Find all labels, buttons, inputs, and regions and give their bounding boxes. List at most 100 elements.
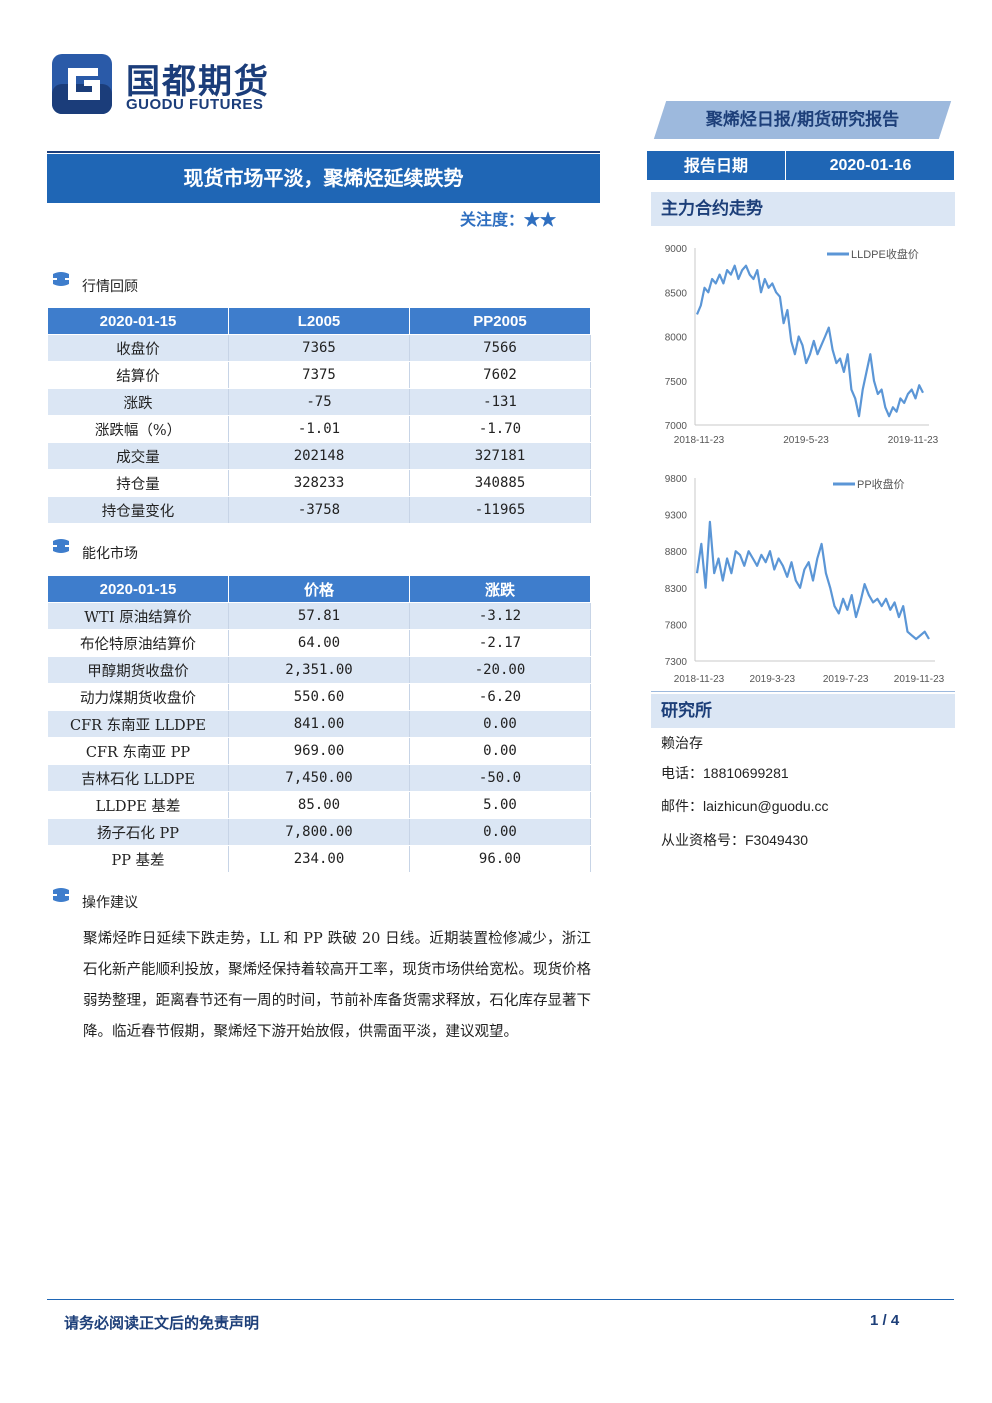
change-value: -20.00	[409, 656, 591, 684]
report-title: 现货市场平淡，聚烯烃延续跌势	[183, 166, 464, 190]
report-date-label: 报告日期	[647, 151, 786, 180]
pp2005-value: 7602	[409, 361, 591, 389]
y-tick-label: 9800	[665, 474, 688, 485]
row-label: 持仓量	[47, 469, 229, 497]
price-value: 234.00	[228, 845, 410, 873]
price-value: 7,450.00	[228, 764, 410, 792]
table-header-cell: 涨跌	[409, 575, 591, 603]
l2005-value: -3758	[228, 496, 410, 524]
row-label: PP 基差	[47, 845, 229, 873]
phone-line: 电话：18810699281	[661, 763, 789, 783]
row-label: 动力煤期货收盘价	[47, 683, 229, 711]
row-label: 布伦特原油结算价	[47, 629, 229, 657]
change-value: -3.12	[409, 602, 591, 630]
table-row: 扬子石化 PP 7,800.00 0.00	[47, 818, 591, 846]
table-row: 涨跌幅（%） -1.01 -1.70	[47, 415, 591, 443]
table-row: 涨跌 -75 -131	[47, 388, 591, 416]
y-tick-label: 7300	[665, 657, 688, 668]
table-row: 收盘价 7365 7566	[47, 334, 591, 362]
pp-price-chart: 7300 7800 8300 8800 9300 9800 2018-11-23 2019-3…	[665, 474, 945, 685]
x-tick-label: 2019-11-23	[894, 674, 945, 685]
l2005-value: 7365	[228, 334, 410, 362]
table-row: 持仓量变化 -3758 -11965	[47, 496, 591, 524]
legend-label: PP收盘价	[857, 477, 905, 491]
table-header-cell: PP2005	[409, 307, 591, 335]
table-row: LLDPE 基差 85.00 5.00	[47, 791, 591, 819]
y-tick-label: 8000	[665, 333, 688, 344]
table-row: 持仓量 328233 340885	[47, 469, 591, 497]
phone-number: 18810699281	[703, 765, 789, 781]
price-value: 2,351.00	[228, 656, 410, 684]
table-row: 结算价 7375 7602	[47, 361, 591, 389]
logo-english-name: GUODU FUTURES	[126, 96, 264, 113]
pp2005-value: 327181	[409, 442, 591, 470]
section-title-market-review: 行情回顾	[82, 279, 138, 295]
section-title-advice: 操作建议	[82, 895, 138, 911]
license-line: 从业资格号：F3049430	[661, 830, 808, 850]
report-date-row: 报告日期 2020-01-16	[647, 151, 954, 180]
l2005-value: 328233	[228, 469, 410, 497]
row-label: 成交量	[47, 442, 229, 470]
table-row: 布伦特原油结算价 64.00 -2.17	[47, 629, 591, 657]
row-label: 持仓量变化	[47, 496, 229, 524]
chart-divider	[651, 691, 955, 692]
y-tick-label: 8800	[665, 547, 688, 558]
guodu-logo-icon	[52, 54, 112, 114]
change-value: 0.00	[409, 710, 591, 738]
research-section-title: 研究所	[661, 701, 712, 721]
table-row: CFR 东南亚 PP 969.00 0.00	[47, 737, 591, 765]
lldpe-price-chart: 7000 7500 8000 8500 9000 2018-11-23 2019-5-23 2…	[665, 244, 939, 446]
section-title-energy-market: 能化市场	[82, 546, 138, 562]
row-label: 结算价	[47, 361, 229, 389]
change-value: -2.17	[409, 629, 591, 657]
y-tick-label: 9300	[665, 511, 688, 522]
table-row: WTI 原油结算价 57.81 -3.12	[47, 602, 591, 630]
energy-market-table: 2020-01-15 价格 涨跌 WTI 原油结算价 57.81 -3.12 布伦特…	[47, 575, 591, 873]
change-value: -50.0	[409, 764, 591, 792]
section-bullet-icon	[53, 272, 69, 286]
pp2005-value: -131	[409, 388, 591, 416]
y-tick-label: 9000	[665, 244, 688, 255]
logo-chinese-name: 国都期货	[126, 62, 270, 102]
email-link[interactable]: laizhicun@guodu.cc	[703, 798, 829, 814]
change-value: 96.00	[409, 845, 591, 873]
row-label: CFR 东南亚 LLDPE	[47, 710, 229, 738]
attention-rating: 关注度：★★	[460, 206, 556, 230]
attention-label: 关注度：	[460, 210, 525, 229]
report-type: 聚烯烃日报/期货研究报告	[705, 110, 900, 130]
section-bullet-icon	[53, 539, 69, 553]
research-section-header: 研究所	[651, 694, 955, 728]
phone-label: 电话：	[661, 766, 703, 782]
disclaimer-note[interactable]: 请务必阅读正文后的免责声明	[64, 1314, 260, 1332]
table-header-cell: 2020-01-15	[47, 575, 229, 603]
l2005-value: -1.01	[228, 415, 410, 443]
title-banner: 现货市场平淡，聚烯烃延续跌势	[47, 154, 600, 203]
y-tick-label: 7500	[665, 377, 688, 388]
row-label: CFR 东南亚 PP	[47, 737, 229, 765]
row-label: WTI 原油结算价	[47, 602, 229, 630]
pp2005-value: 7566	[409, 334, 591, 362]
x-tick-label: 2019-5-23	[783, 435, 829, 446]
y-tick-label: 8500	[665, 288, 688, 299]
change-value: -6.20	[409, 683, 591, 711]
row-label: 扬子石化 PP	[47, 818, 229, 846]
row-label: 甲醇期货收盘价	[47, 656, 229, 684]
price-value: 57.81	[228, 602, 410, 630]
table-row: CFR 东南亚 LLDPE 841.00 0.00	[47, 710, 591, 738]
chart-section-title: 主力合约走势	[661, 199, 763, 219]
series-line	[695, 520, 930, 641]
advice-paragraph: 聚烯烃昨日延续下跌走势，LL 和 PP 跌破 20 日线。近期装置检修减少，浙江…	[83, 931, 591, 1040]
table-row: 成交量 202148 327181	[47, 442, 591, 470]
company-logo: 国都期货 GUODU FUTURES	[50, 52, 300, 118]
table-row: 吉林石化 LLDPE 7,450.00 -50.0	[47, 764, 591, 792]
report-date-value: 2020-01-16	[829, 157, 912, 174]
market-review-table: 2020-01-15 L2005 PP2005 收盘价 7365 7566 结算价 7…	[47, 307, 591, 524]
pp2005-value: -1.70	[409, 415, 591, 443]
table-header-row: 2020-01-15 L2005 PP2005	[47, 307, 591, 335]
footer-rule	[47, 1299, 954, 1300]
l2005-value: -75	[228, 388, 410, 416]
y-tick-label: 7000	[665, 421, 688, 432]
row-label: 吉林石化 LLDPE	[47, 764, 229, 792]
table-header-row: 2020-01-15 价格 涨跌	[47, 575, 591, 603]
legend-label: LLDPE收盘价	[851, 247, 919, 261]
